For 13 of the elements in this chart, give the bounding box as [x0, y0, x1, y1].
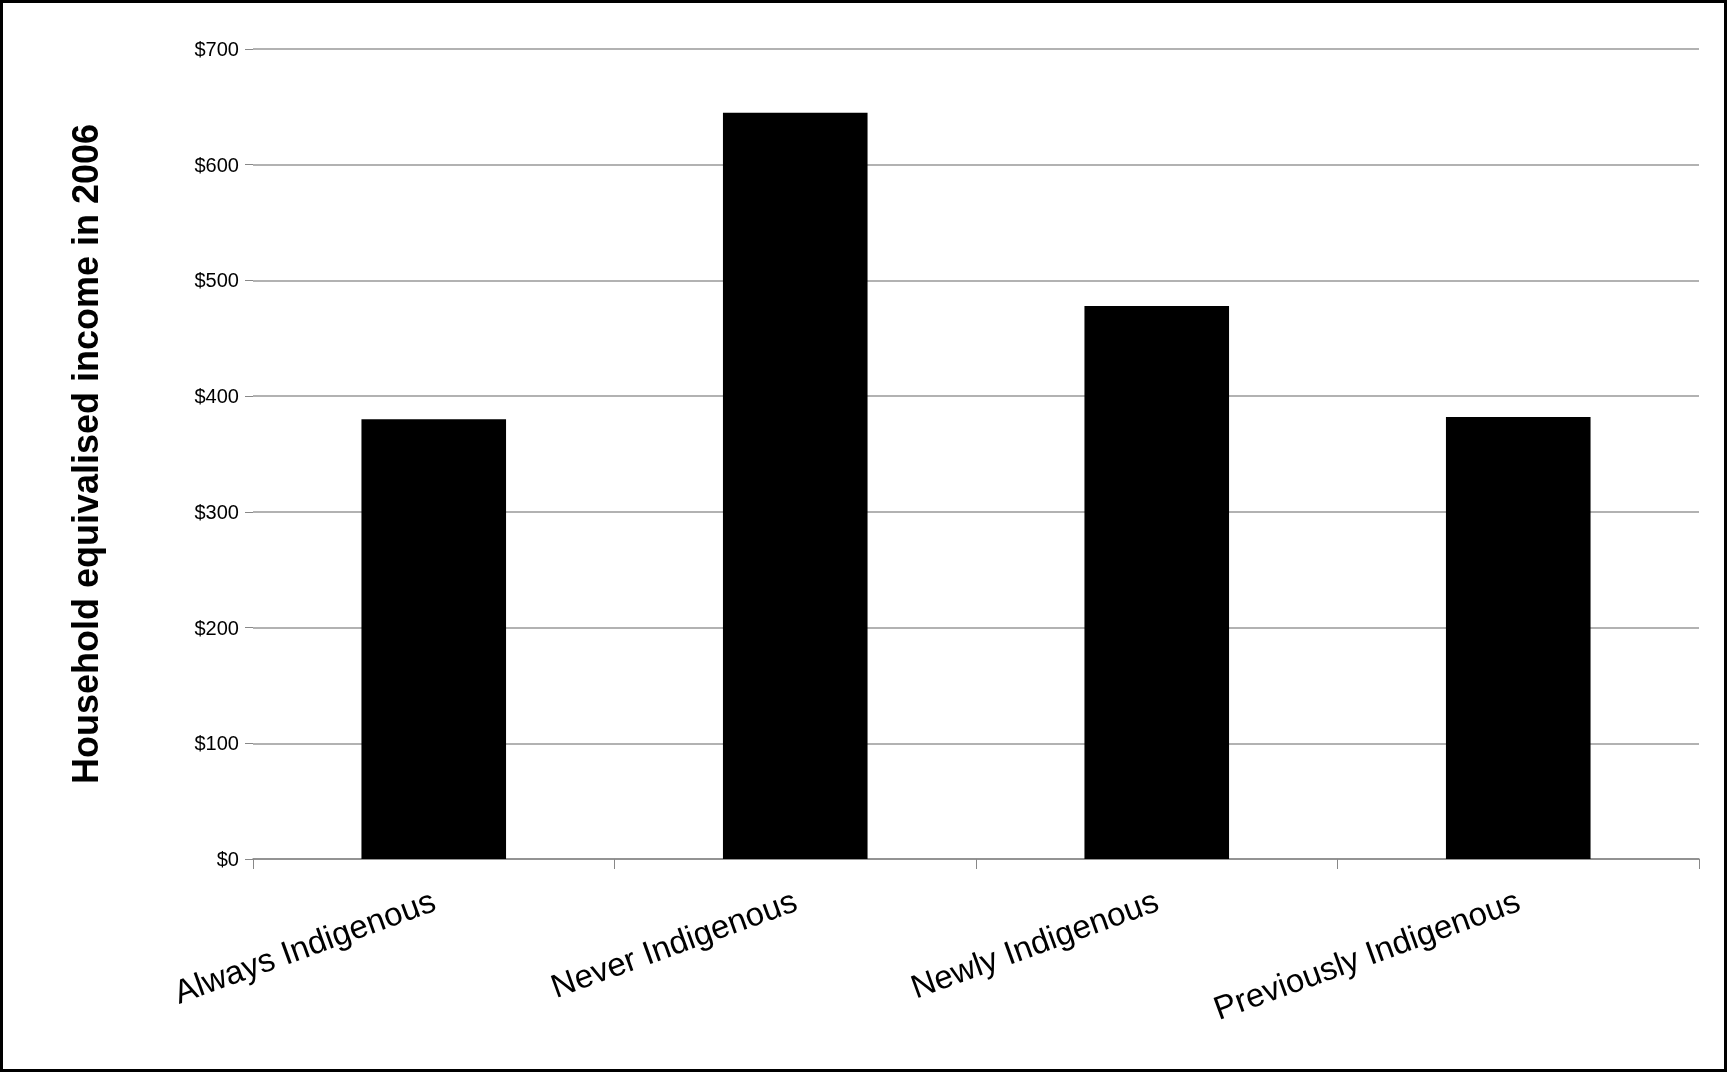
bar — [1445, 416, 1591, 859]
y-tick-label: $600 — [194, 153, 239, 176]
y-tick-label: $300 — [194, 500, 239, 523]
y-tick-label: $0 — [216, 848, 239, 870]
bar — [361, 419, 507, 859]
y-tick-label: $500 — [194, 269, 239, 292]
bar — [722, 112, 868, 859]
y-tick-label: $400 — [194, 385, 239, 408]
y-tick-label: $100 — [194, 732, 239, 755]
bar — [1084, 305, 1230, 859]
y-tick-label: $200 — [194, 616, 239, 639]
y-tick-label: $700 — [194, 38, 239, 60]
y-axis-title: Household equivalised income in 2006 — [64, 123, 106, 785]
